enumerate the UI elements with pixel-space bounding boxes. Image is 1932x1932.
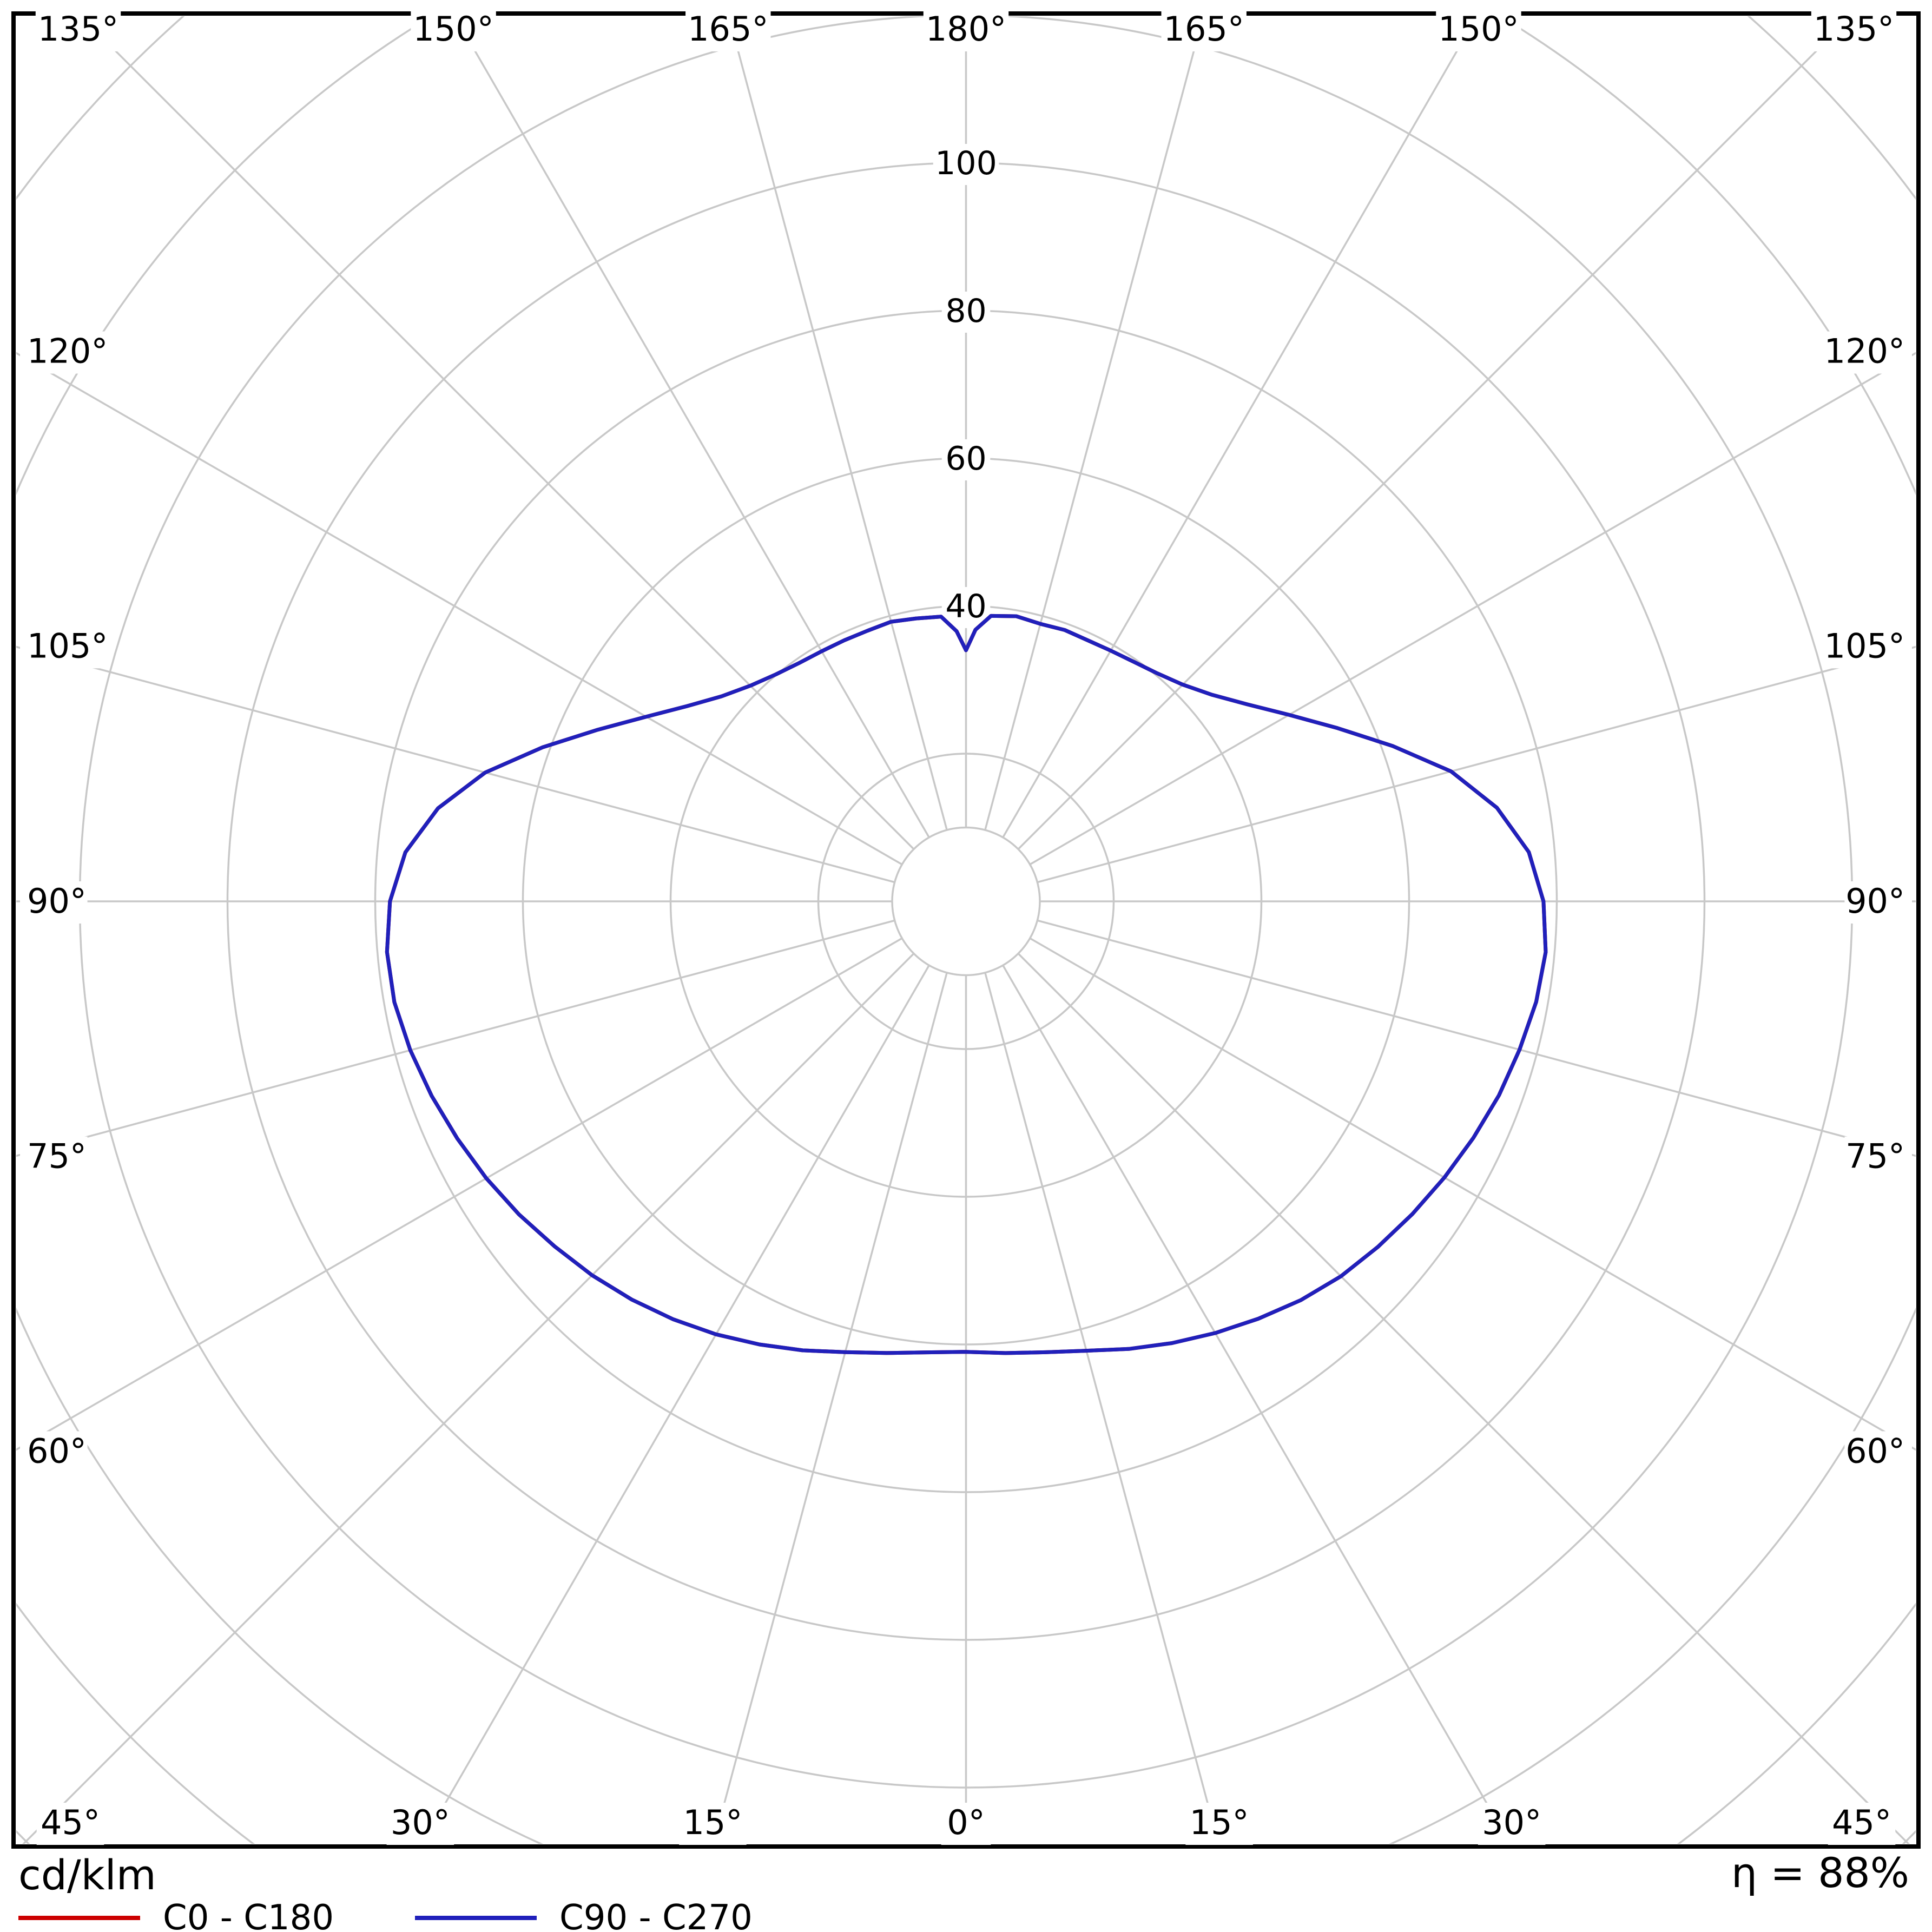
angle-label-150-right: 150° xyxy=(1438,9,1519,49)
angle-label-15-right: 15° xyxy=(1190,1803,1249,1842)
angle-label-165-right: 165° xyxy=(1164,9,1244,49)
angle-label-0: 0° xyxy=(947,1803,985,1842)
axis-labels: 40 60 80 100 0° 15° 15° 30° 30° 45° 45° 135° 135° 150… xyxy=(20,9,1912,1845)
legend-item-c90-c270: C90 - C270 xyxy=(415,1898,753,1932)
angle-label-165-left: 165° xyxy=(688,9,768,49)
ring-label-80: 80 xyxy=(945,292,986,330)
angle-label-45-left: 45° xyxy=(41,1803,100,1842)
angle-label-105-right: 105° xyxy=(1824,626,1905,665)
angle-label-120-left: 120° xyxy=(27,332,108,371)
angle-label-120-right: 120° xyxy=(1824,332,1905,371)
angle-label-150-left: 150° xyxy=(413,9,493,49)
angle-label-30-right: 30° xyxy=(1482,1803,1541,1842)
angle-label-45-right: 45° xyxy=(1832,1803,1891,1842)
angle-label-90-left: 90° xyxy=(27,881,87,921)
unit-label: cd/klm xyxy=(18,1851,156,1899)
angle-label-75-left: 75° xyxy=(27,1137,87,1176)
angle-label-60-right: 60° xyxy=(1845,1431,1905,1471)
ring-label-40: 40 xyxy=(945,588,986,625)
angle-label-135-right: 135° xyxy=(1814,9,1894,49)
ring-label-100: 100 xyxy=(935,144,997,182)
efficiency-label: η = 88% xyxy=(1731,1849,1909,1897)
angle-label-30-left: 30° xyxy=(391,1803,450,1842)
intensity-curve-c90-c270 xyxy=(385,614,1548,1355)
angle-label-90-right: 90° xyxy=(1845,881,1905,921)
legend-label-c90-c270: C90 - C270 xyxy=(559,1898,753,1932)
angle-label-180: 180° xyxy=(926,9,1006,49)
legend-swatch-1 xyxy=(415,1916,537,1920)
angle-label-60-left: 60° xyxy=(27,1431,87,1471)
legend-swatch-0 xyxy=(18,1916,140,1920)
ring-label-60: 60 xyxy=(945,440,986,478)
angle-label-105-left: 105° xyxy=(27,626,108,665)
angle-label-15-left: 15° xyxy=(683,1803,742,1842)
legend-label-c0-c180: C0 - C180 xyxy=(163,1898,334,1932)
angle-label-75-right: 75° xyxy=(1845,1137,1905,1176)
angle-label-135-left: 135° xyxy=(38,9,118,49)
legend: C0 - C180 C90 - C270 xyxy=(18,1898,753,1932)
legend-item-c0-c180: C0 - C180 xyxy=(18,1898,334,1932)
